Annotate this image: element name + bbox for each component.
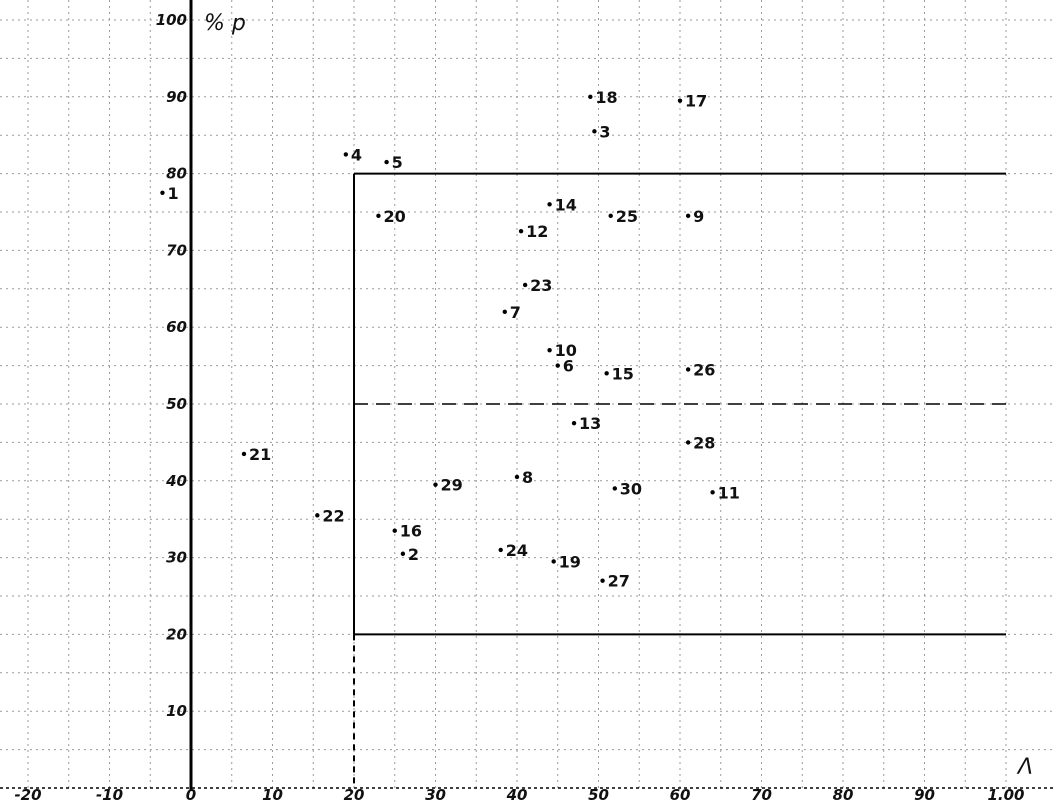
x-tick-label: 30 [425,786,446,804]
data-point-label: 3 [599,122,610,141]
data-point [376,213,381,219]
data-point [612,486,617,491]
data-point-label: 15 [612,364,634,383]
x-tick-label: 90 [914,786,935,804]
x-tick-label: 0 [186,786,196,804]
data-point [547,348,552,353]
data-point [498,547,503,553]
y-tick-label: 100 [156,11,187,29]
data-point [592,129,597,134]
data-point-label: 20 [383,207,405,226]
y-tick-label: 20 [166,625,187,643]
data-point-label: 24 [506,541,528,560]
data-point [604,371,609,376]
data-point-label: 5 [392,153,403,172]
data-point [315,513,320,518]
data-point [160,190,165,195]
axes [0,0,1053,790]
y-tick-label: 90 [166,88,187,106]
data-point-label: 11 [718,483,740,502]
y-tick-label: 70 [166,241,187,259]
data-point [433,482,438,487]
data-point-label: 19 [559,552,581,571]
data-point-label: 25 [616,207,638,226]
x-tick-label: 10 [262,786,283,804]
data-point-label: 12 [526,222,548,241]
target-region [353,172,1006,788]
data-point [400,551,406,556]
data-point [343,152,349,157]
data-point [551,559,556,564]
y-axis-title: % p [204,11,246,36]
x-axis-title: Λ [1016,755,1033,780]
data-point-label: 23 [530,276,552,295]
data-point [685,440,691,445]
y-tick-label: 30 [166,549,187,567]
data-point-label: 6 [563,357,574,376]
data-point [685,213,691,219]
data-point-label: 29 [441,476,463,495]
data-point [571,421,577,426]
data-point [677,98,683,103]
x-tick-label: -10 [96,786,123,804]
data-point [588,94,593,100]
data-point-label: 28 [693,433,715,452]
data-point-label: 27 [608,572,630,591]
y-tick-label: 10 [166,702,187,720]
data-point [608,213,613,219]
x-tick-label: 40 [506,786,528,804]
data-point [600,578,605,583]
data-point [502,309,507,315]
data-point [522,282,528,288]
data-point-label: 2 [408,545,419,564]
data-point [518,229,524,234]
data-point-label: 13 [579,414,601,433]
x-tick-label: 1.00 [987,786,1024,804]
data-point [514,474,520,480]
x-tick-label: 20 [344,786,365,804]
data-point-label: 14 [555,195,577,214]
data-point-label: 7 [510,303,521,322]
data-point [392,528,397,533]
data-point-label: 30 [620,479,642,498]
data-point-label: 22 [322,506,344,525]
y-tick-label: 80 [166,165,187,183]
data-point [685,367,691,372]
data-point-label: 8 [522,468,533,487]
data-point-label: 26 [693,360,715,379]
data-point [710,490,715,495]
tick-labels: -20 -10 0 10 20 30 40 50 60 70 80 90 1.00 10 20 30 40 50 6… [14,11,1024,804]
data-point-label: 17 [685,92,707,111]
data-point-label: 9 [693,207,704,226]
data-point-label: 10 [555,341,577,360]
data-point-label: 4 [351,145,362,164]
y-tick-label: 60 [166,318,187,336]
x-tick-label: 70 [751,786,772,804]
data-point-label: 16 [400,522,422,541]
y-tick-label: 40 [165,472,187,490]
x-tick-label: -20 [14,786,41,804]
y-tick-label: 50 [166,395,187,413]
data-point-label: 18 [595,88,617,107]
data-point-label: 1 [167,184,178,203]
data-point [555,363,560,368]
data-point-label: 21 [249,445,271,464]
data-point [384,159,389,165]
grid-lines [0,0,1053,790]
x-tick-label: 60 [670,786,691,804]
data-point [241,451,247,457]
x-tick-label: 50 [588,786,609,804]
data-point [547,202,552,207]
x-tick-label: 80 [833,786,854,804]
